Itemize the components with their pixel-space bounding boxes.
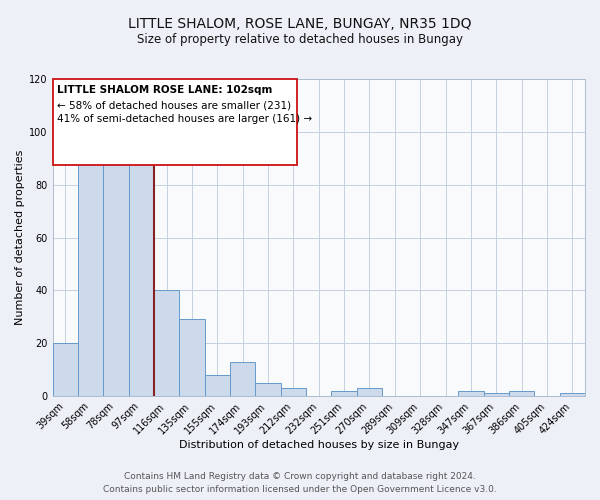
Bar — [357, 388, 382, 396]
Text: LITTLE SHALOM, ROSE LANE, BUNGAY, NR35 1DQ: LITTLE SHALOM, ROSE LANE, BUNGAY, NR35 1… — [128, 18, 472, 32]
Y-axis label: Number of detached properties: Number of detached properties — [15, 150, 25, 325]
Bar — [179, 320, 205, 396]
Text: 41% of semi-detached houses are larger (161) →: 41% of semi-detached houses are larger (… — [58, 114, 313, 124]
X-axis label: Distribution of detached houses by size in Bungay: Distribution of detached houses by size … — [179, 440, 459, 450]
Bar — [331, 391, 357, 396]
Bar — [78, 161, 103, 396]
Bar — [458, 391, 484, 396]
Bar — [256, 383, 281, 396]
Bar — [205, 375, 230, 396]
Bar — [281, 388, 306, 396]
Bar — [560, 394, 585, 396]
Text: ← 58% of detached houses are smaller (231): ← 58% of detached houses are smaller (23… — [58, 100, 292, 110]
Bar — [103, 145, 128, 396]
Text: Contains public sector information licensed under the Open Government Licence v3: Contains public sector information licen… — [103, 485, 497, 494]
Text: Size of property relative to detached houses in Bungay: Size of property relative to detached ho… — [137, 32, 463, 46]
Bar — [509, 391, 534, 396]
Text: LITTLE SHALOM ROSE LANE: 102sqm: LITTLE SHALOM ROSE LANE: 102sqm — [58, 85, 273, 95]
Bar — [154, 290, 179, 396]
Text: Contains HM Land Registry data © Crown copyright and database right 2024.: Contains HM Land Registry data © Crown c… — [124, 472, 476, 481]
Bar — [484, 394, 509, 396]
Bar — [53, 343, 78, 396]
Bar — [230, 362, 256, 396]
Bar — [128, 150, 154, 396]
